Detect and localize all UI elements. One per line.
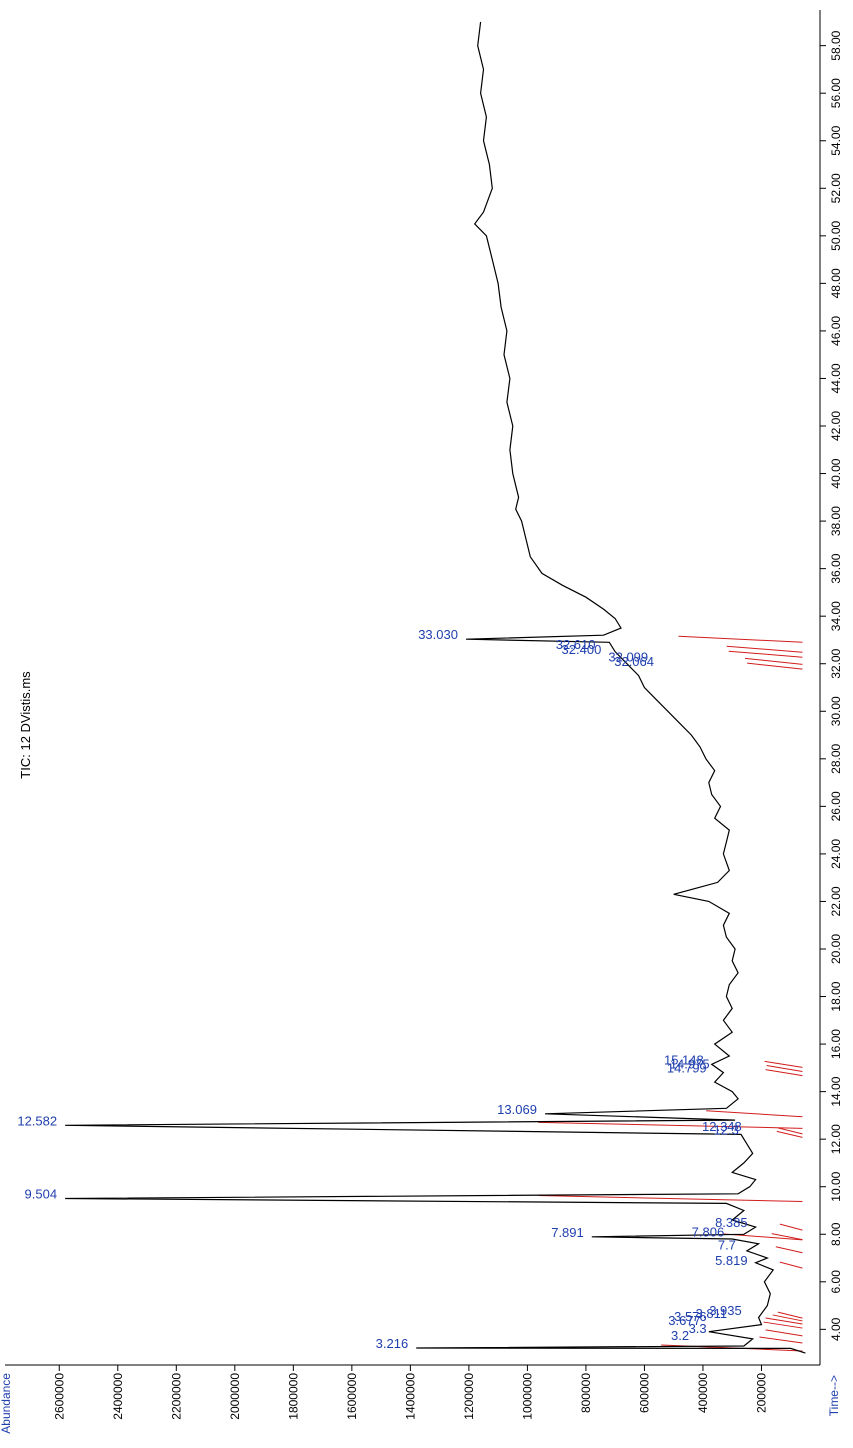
peak-label: 7.806 [692, 1225, 725, 1240]
x-tick-label: 46.00 [829, 316, 843, 346]
x-tick-label: 26.00 [829, 791, 843, 821]
integration-line [765, 1069, 803, 1077]
integration-line [538, 1121, 803, 1129]
peak-label: 12.582 [17, 1113, 57, 1128]
x-tick-label: 16.00 [829, 1029, 843, 1059]
x-tick-label: 56.00 [829, 78, 843, 108]
integration-line [764, 1060, 803, 1068]
peak-label: 32.064 [614, 654, 654, 669]
x-tick-label: 24.00 [829, 839, 843, 869]
x-tick-label: 38.00 [829, 506, 843, 536]
integration-line [763, 1321, 803, 1329]
x-tick-label: 4.00 [829, 1317, 843, 1341]
integration-line [779, 1261, 803, 1269]
integration-line [776, 1130, 803, 1138]
peak-label: 15.148 [664, 1052, 704, 1067]
x-tick-label: 22.00 [829, 886, 843, 916]
chart-title: TIC: 12 DVistis.ms [18, 671, 33, 779]
integration-line [728, 650, 803, 658]
integration-line [538, 1195, 803, 1203]
integration-line [747, 662, 803, 670]
y-tick-label: 2600000 [52, 1373, 66, 1420]
x-tick-label: 14.00 [829, 1076, 843, 1106]
peak-label: 3.677 [668, 1313, 701, 1328]
y-tick-label: 1800000 [286, 1373, 300, 1420]
x-tick-label: 30.00 [829, 696, 843, 726]
y-tick-label: 400000 [696, 1373, 710, 1413]
y-tick-label: 200000 [754, 1373, 768, 1413]
peak-label: 3.576 [674, 1309, 707, 1324]
peak-label: 32.099 [608, 649, 648, 664]
integration-line [777, 1311, 803, 1319]
peak-label: 12.348 [702, 1119, 742, 1134]
y-axis-ticks: 200000 400000 600000 800000 1000000 1200000 14… [52, 1365, 768, 1420]
y-tick-label: 2200000 [169, 1373, 183, 1420]
peak-label: 33.030 [418, 627, 458, 642]
y-tick-label: 2400000 [111, 1373, 125, 1420]
integration-line [779, 1223, 803, 1231]
integration-line [726, 645, 803, 653]
integration-line [772, 1314, 803, 1322]
x-tick-label: 6.00 [829, 1270, 843, 1294]
peak-label: 3.2 [671, 1328, 689, 1343]
y-tick-label: 1400000 [403, 1373, 417, 1420]
peak-label: 14.975 [670, 1056, 710, 1071]
x-tick-label: 12.00 [829, 1124, 843, 1154]
peak-label: 5.819 [715, 1253, 748, 1268]
x-tick-label: 34.00 [829, 601, 843, 631]
y-axis-label: Abundance [0, 1373, 13, 1434]
integration-line [678, 635, 803, 643]
x-tick-label: 8.00 [829, 1222, 843, 1246]
x-tick-label: 36.00 [829, 553, 843, 583]
integration-line [777, 1127, 803, 1135]
x-axis-ticks: 4.00 6.00 8.00 10.00 12.00 14.00 16.00 18.00 20.… [820, 30, 843, 1341]
plot-area: 4.00 6.00 8.00 10.00 12.00 14.00 16.00 18.00 20.… [0, 10, 843, 1434]
x-tick-label: 32.00 [829, 648, 843, 678]
x-tick-label: 18.00 [829, 981, 843, 1011]
x-tick-label: 40.00 [829, 458, 843, 488]
x-tick-label: 10.00 [829, 1171, 843, 1201]
y-tick-label: 1000000 [520, 1373, 534, 1420]
peak-label: 12.3 [714, 1122, 739, 1137]
integration-line [766, 1064, 803, 1072]
peak-label: 7.891 [551, 1225, 584, 1240]
peak-label: 14.799 [667, 1061, 707, 1076]
y-tick-label: 2000000 [228, 1373, 242, 1420]
x-tick-label: 20.00 [829, 934, 843, 964]
x-axis-label: Time--> [827, 1375, 841, 1416]
integration-line [775, 1246, 803, 1254]
peak-label: 3.3 [689, 1321, 707, 1336]
y-tick-label: 1600000 [345, 1373, 359, 1420]
x-tick-label: 48.00 [829, 268, 843, 298]
peak-label: 7.7 [718, 1238, 736, 1253]
x-tick-label: 54.00 [829, 125, 843, 155]
peak-label: 32.610 [556, 637, 596, 652]
y-tick-label: 600000 [637, 1373, 651, 1413]
peak-label: 3.811 [696, 1306, 728, 1321]
y-tick-label: 800000 [579, 1373, 593, 1413]
integration-lines [538, 635, 803, 1352]
peak-label: 32.400 [562, 642, 602, 657]
integration-line [765, 1329, 803, 1337]
integration-line [745, 657, 803, 665]
y-tick-label: 1200000 [462, 1373, 476, 1420]
peak-label: 9.504 [25, 1187, 58, 1202]
integration-line [706, 1110, 803, 1118]
peak-label: 8.385 [715, 1215, 748, 1230]
x-tick-label: 28.00 [829, 743, 843, 773]
x-tick-label: 58.00 [829, 30, 843, 60]
integration-line [771, 1233, 803, 1241]
x-tick-label: 44.00 [829, 363, 843, 393]
tic-trace-line [65, 21, 806, 1354]
x-tick-label: 52.00 [829, 173, 843, 203]
integration-line [765, 1317, 803, 1325]
peak-label: 3.216 [376, 1336, 409, 1351]
peak-label: 3.935 [709, 1303, 742, 1318]
integration-line [759, 1336, 803, 1344]
peak-label: 13.069 [497, 1102, 537, 1117]
x-tick-label: 50.00 [829, 220, 843, 250]
x-tick-label: 42.00 [829, 411, 843, 441]
